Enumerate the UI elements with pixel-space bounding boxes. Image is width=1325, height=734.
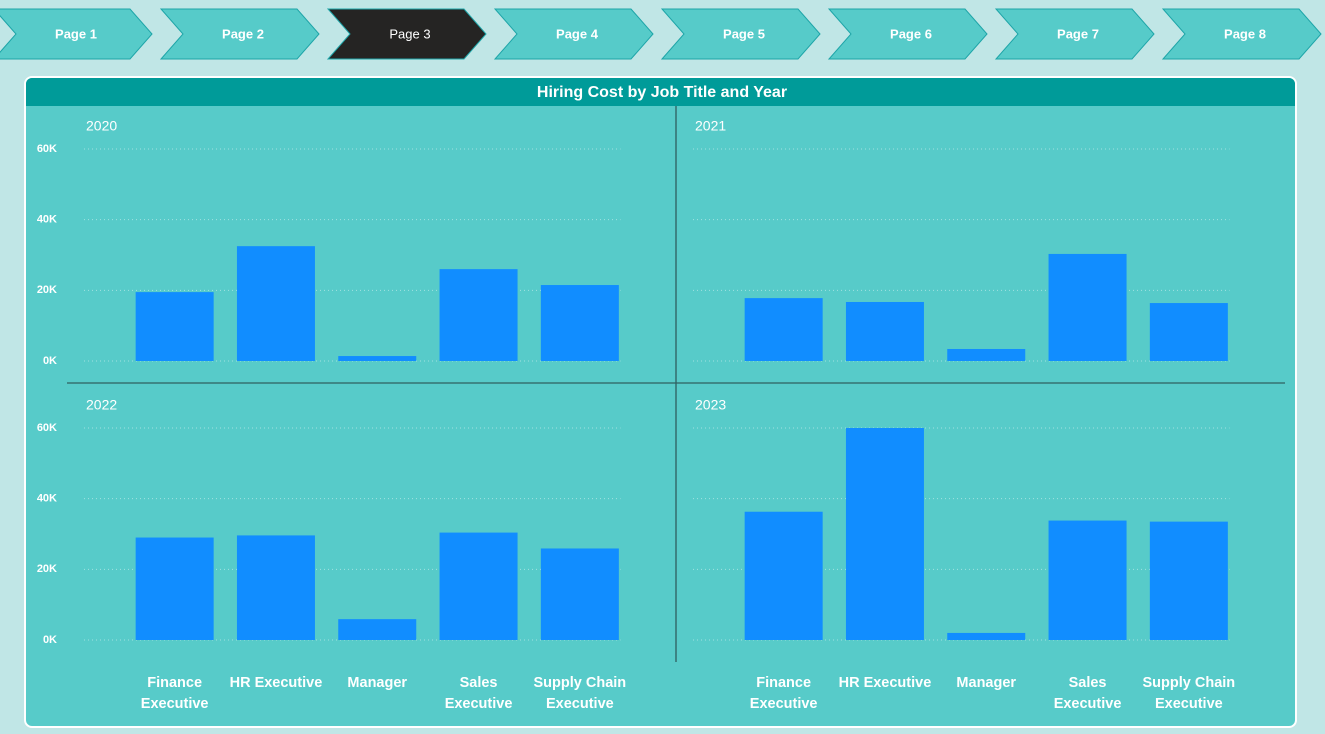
x-tick-label: Supply Chain Executive: [1142, 675, 1236, 712]
panel-title: 2023: [695, 397, 726, 413]
bar: [744, 511, 823, 640]
x-tick-label: Sales Executive: [444, 675, 513, 712]
page-tab[interactable]: [994, 8, 1155, 60]
bar: [540, 285, 619, 361]
page-tab[interactable]: [159, 8, 320, 60]
bar: [439, 269, 518, 361]
y-tick-label: 0K: [43, 634, 57, 646]
bar: [947, 632, 1026, 640]
bar: [947, 348, 1026, 361]
bar: [236, 246, 315, 361]
panel-title: 2022: [86, 397, 117, 413]
page-tab[interactable]: [326, 8, 487, 60]
page-tab-label[interactable]: Page 4: [556, 26, 599, 41]
x-tick-label: HR Executive: [229, 675, 323, 691]
bar: [236, 535, 315, 640]
bar: [439, 532, 518, 640]
y-tick-label: 0K: [43, 355, 57, 367]
bar: [1149, 521, 1228, 640]
bar: [135, 292, 214, 361]
x-tick-label: Manager: [347, 675, 408, 691]
x-tick-label: Manager: [956, 675, 1017, 691]
page-tab[interactable]: [1161, 8, 1322, 60]
bar: [1149, 303, 1228, 361]
title-band: [26, 78, 1295, 106]
page-tab[interactable]: [660, 8, 821, 60]
bar: [845, 428, 924, 640]
y-tick-label: 60K: [37, 143, 57, 155]
page-tab[interactable]: [493, 8, 654, 60]
bar: [540, 548, 619, 640]
page-tab-label[interactable]: Page 1: [55, 26, 97, 41]
page-tab-label[interactable]: Page 2: [222, 26, 264, 41]
y-tick-label: 40K: [37, 214, 57, 226]
page-tab-label[interactable]: Page 7: [1057, 26, 1099, 41]
y-tick-label: 20K: [37, 284, 57, 296]
bar: [845, 301, 924, 361]
page-tab-label[interactable]: Page 8: [1224, 26, 1266, 41]
chart-title: Hiring Cost by Job Title and Year: [537, 84, 787, 101]
panel-title: 2020: [86, 118, 117, 134]
bar: [338, 356, 417, 361]
page-tab-label[interactable]: Page 6: [890, 26, 932, 41]
y-tick-label: 40K: [37, 493, 57, 505]
x-tick-label: Supply Chain Executive: [533, 675, 627, 712]
page-tab-label[interactable]: Page 5: [723, 26, 765, 41]
page-tab[interactable]: [827, 8, 988, 60]
y-tick-label: 20K: [37, 563, 57, 575]
bar: [135, 537, 214, 640]
bar: [744, 298, 823, 361]
page-tab[interactable]: [0, 8, 153, 60]
bar: [338, 619, 417, 640]
x-tick-label: Finance Executive: [749, 675, 818, 712]
page-tab-label[interactable]: Page 3: [389, 26, 430, 41]
bar: [1048, 253, 1127, 361]
x-tick-label: Finance Executive: [140, 675, 209, 712]
x-tick-label: Sales Executive: [1053, 675, 1122, 712]
bar: [1048, 520, 1127, 640]
x-tick-label: HR Executive: [838, 675, 932, 691]
visual-container: [24, 76, 1297, 728]
panel-title: 2021: [695, 118, 726, 134]
y-tick-label: 60K: [37, 422, 57, 434]
